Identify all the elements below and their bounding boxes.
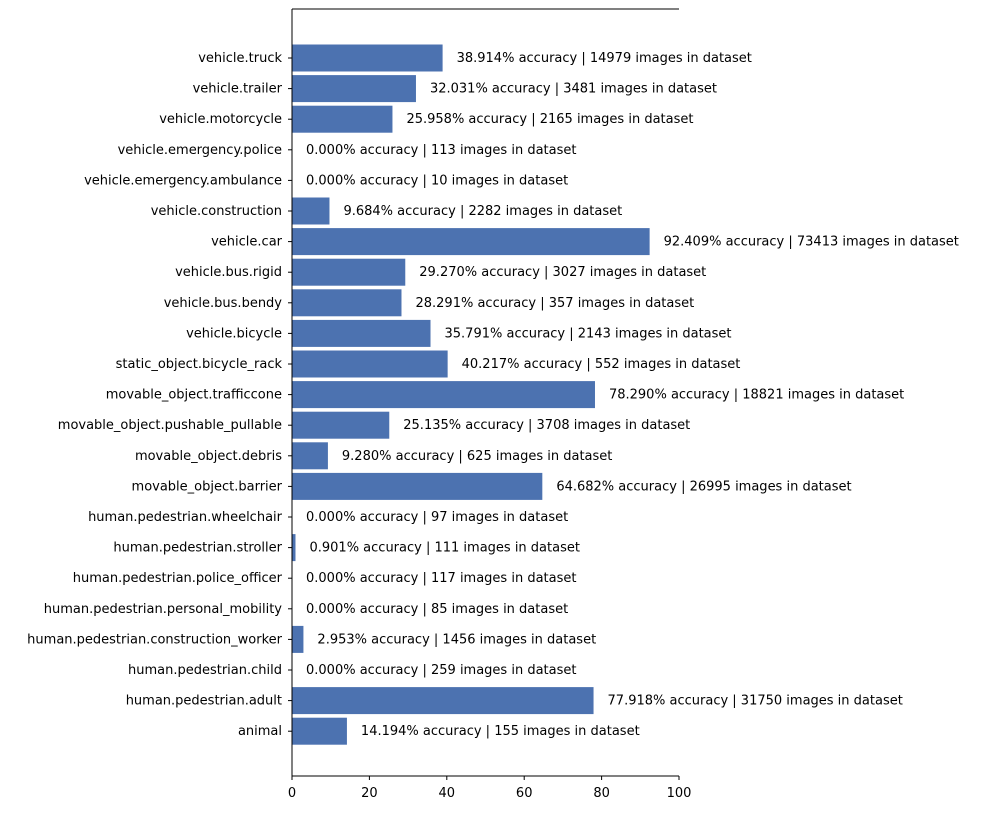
bar-vehicle-bicycle [292,319,431,347]
y-tick-label-vehicle-car: vehicle.car [211,235,283,250]
x-tick-label-80: 80 [593,786,610,801]
bar-movable-object-trafficcone [292,381,595,409]
y-tick-label-human-pedestrian-personal-mobility: human.pedestrian.personal_mobility [44,602,283,617]
bar-label-human-pedestrian-child: 0.000% accuracy | 259 images in dataset [306,663,576,678]
bar-human-pedestrian-adult [292,687,594,715]
bar-label-human-pedestrian-construction-worker: 2.953% accuracy | 1456 images in dataset [317,632,596,647]
y-tick-label-human-pedestrian-police-officer: human.pedestrian.police_officer [73,571,283,586]
y-tick-label-human-pedestrian-construction-worker: human.pedestrian.construction_worker [27,632,282,647]
y-tick-label-vehicle-emergency-ambulance: vehicle.emergency.ambulance [84,173,282,188]
bar-labels-group: 38.914% accuracy | 14979 images in datas… [306,51,959,739]
bar-human-pedestrian-construction-worker [292,625,304,653]
bar-label-animal: 14.194% accuracy | 155 images in dataset [361,724,640,739]
y-tick-label-vehicle-motorcycle: vehicle.motorcycle [159,112,282,127]
y-tick-label-vehicle-bus-rigid: vehicle.bus.rigid [175,265,282,280]
bar-label-human-pedestrian-personal-mobility: 0.000% accuracy | 85 images in dataset [306,602,568,617]
bar-movable-object-pushable-pullable [292,411,390,439]
bar-human-pedestrian-stroller [292,534,296,562]
bar-label-vehicle-bus-bendy: 28.291% accuracy | 357 images in dataset [415,296,694,311]
y-tick-label-movable-object-pushable-pullable: movable_object.pushable_pullable [58,418,282,433]
x-tick-label-20: 20 [361,786,378,801]
bar-label-movable-object-barrier: 64.682% accuracy | 26995 images in datas… [556,479,851,494]
y-ticks-group: vehicle.truck vehicle.trailer vehicle.moto… [27,51,292,739]
x-tick-label-60: 60 [516,786,533,801]
bar-vehicle-bus-rigid [292,258,406,286]
y-tick-label-human-pedestrian-child: human.pedestrian.child [128,663,282,678]
bar-vehicle-bus-bendy [292,289,402,317]
bar-label-movable-object-debris: 9.280% accuracy | 625 images in dataset [342,449,612,464]
bar-label-human-pedestrian-stroller: 0.901% accuracy | 111 images in dataset [309,541,579,556]
bar-label-vehicle-bus-rigid: 29.270% accuracy | 3027 images in datase… [419,265,706,280]
bars-group [292,44,650,745]
bar-label-human-pedestrian-adult: 77.918% accuracy | 31750 images in datas… [608,694,903,709]
y-tick-label-human-pedestrian-stroller: human.pedestrian.stroller [113,541,282,556]
bar-movable-object-barrier [292,472,543,500]
bar-label-vehicle-emergency-police: 0.000% accuracy | 113 images in dataset [306,143,576,158]
y-tick-label-movable-object-trafficcone: movable_object.trafficcone [106,388,282,403]
bar-label-vehicle-trailer: 32.031% accuracy | 3481 images in datase… [430,82,717,97]
x-tick-label-0: 0 [288,786,296,801]
y-tick-label-vehicle-truck: vehicle.truck [198,51,282,66]
bar-label-movable-object-pushable-pullable: 25.135% accuracy | 3708 images in datase… [403,418,690,433]
y-tick-label-vehicle-bus-bendy: vehicle.bus.bendy [164,296,283,311]
y-tick-label-human-pedestrian-adult: human.pedestrian.adult [126,694,282,709]
y-tick-label-animal: animal [238,724,282,739]
bar-static-object-bicycle-rack [292,350,448,378]
x-ticks-group: 0 20 40 60 80 100 [288,776,692,801]
x-axis: 0 20 40 60 80 100 [288,8,692,801]
y-tick-label-vehicle-construction: vehicle.construction [151,204,282,219]
bar-label-vehicle-construction: 9.684% accuracy | 2282 images in dataset [343,204,622,219]
bar-label-human-pedestrian-wheelchair: 0.000% accuracy | 97 images in dataset [306,510,568,525]
bar-label-vehicle-motorcycle: 25.958% accuracy | 2165 images in datase… [406,112,693,127]
bar-label-vehicle-emergency-ambulance: 0.000% accuracy | 10 images in dataset [306,173,568,188]
bar-label-vehicle-truck: 38.914% accuracy | 14979 images in datas… [457,51,752,66]
y-tick-label-vehicle-emergency-police: vehicle.emergency.police [118,143,282,158]
bar-vehicle-construction [292,197,330,225]
bar-vehicle-car [292,228,650,256]
bar-label-static-object-bicycle-rack: 40.217% accuracy | 552 images in dataset [462,357,741,372]
y-tick-label-static-object-bicycle-rack: static_object.bicycle_rack [116,357,283,372]
bar-vehicle-motorcycle [292,105,393,133]
y-tick-label-vehicle-trailer: vehicle.trailer [193,82,283,97]
bar-label-human-pedestrian-police-officer: 0.000% accuracy | 117 images in dataset [306,571,576,586]
y-axis: vehicle.truck vehicle.trailer vehicle.moto… [27,9,293,776]
bar-animal [292,717,347,745]
y-tick-label-human-pedestrian-wheelchair: human.pedestrian.wheelchair [88,510,283,525]
y-tick-label-movable-object-barrier: movable_object.barrier [132,479,283,494]
bar-movable-object-debris [292,442,328,470]
y-tick-label-vehicle-bicycle: vehicle.bicycle [186,326,282,341]
bar-label-vehicle-car: 92.409% accuracy | 73413 images in datas… [664,235,959,250]
bar-label-movable-object-trafficcone: 78.290% accuracy | 18821 images in datas… [609,388,904,403]
bar-vehicle-truck [292,44,443,72]
x-tick-label-40: 40 [439,786,456,801]
x-tick-label-100: 100 [667,786,692,801]
bar-label-vehicle-bicycle: 35.791% accuracy | 2143 images in datase… [445,326,732,341]
bar-vehicle-trailer [292,75,416,103]
y-tick-label-movable-object-debris: movable_object.debris [135,449,282,464]
